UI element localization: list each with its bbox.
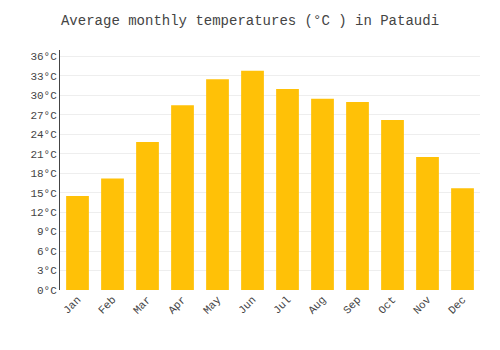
svg-text:Jun: Jun — [236, 294, 258, 316]
svg-text:Feb: Feb — [96, 294, 118, 316]
svg-text:Sep: Sep — [341, 294, 363, 316]
svg-text:0°C: 0°C — [37, 285, 57, 297]
svg-text:3°C: 3°C — [37, 265, 57, 277]
svg-text:27°C: 27°C — [30, 110, 57, 122]
svg-text:21°C: 21°C — [30, 149, 57, 161]
svg-text:33°C: 33°C — [30, 71, 57, 83]
svg-text:Jan: Jan — [61, 294, 83, 316]
svg-text:Average monthly temperatures (: Average monthly temperatures (°C ) in Pa… — [61, 13, 439, 29]
svg-text:Nov: Nov — [411, 294, 434, 317]
svg-text:May: May — [201, 294, 224, 317]
svg-text:36°C: 36°C — [30, 51, 57, 63]
svg-text:Aug: Aug — [306, 294, 328, 316]
svg-text:24°C: 24°C — [30, 129, 57, 141]
svg-text:30°C: 30°C — [30, 90, 57, 102]
svg-text:Oct: Oct — [376, 294, 398, 316]
svg-text:Jul: Jul — [271, 294, 293, 316]
svg-text:15°C: 15°C — [30, 188, 57, 200]
svg-text:18°C: 18°C — [30, 168, 57, 180]
svg-text:12°C: 12°C — [30, 207, 57, 219]
svg-text:Mar: Mar — [131, 294, 153, 316]
svg-text:6°C: 6°C — [37, 246, 57, 258]
svg-text:9°C: 9°C — [37, 226, 57, 238]
svg-text:Apr: Apr — [166, 294, 188, 316]
svg-text:Dec: Dec — [446, 294, 468, 316]
